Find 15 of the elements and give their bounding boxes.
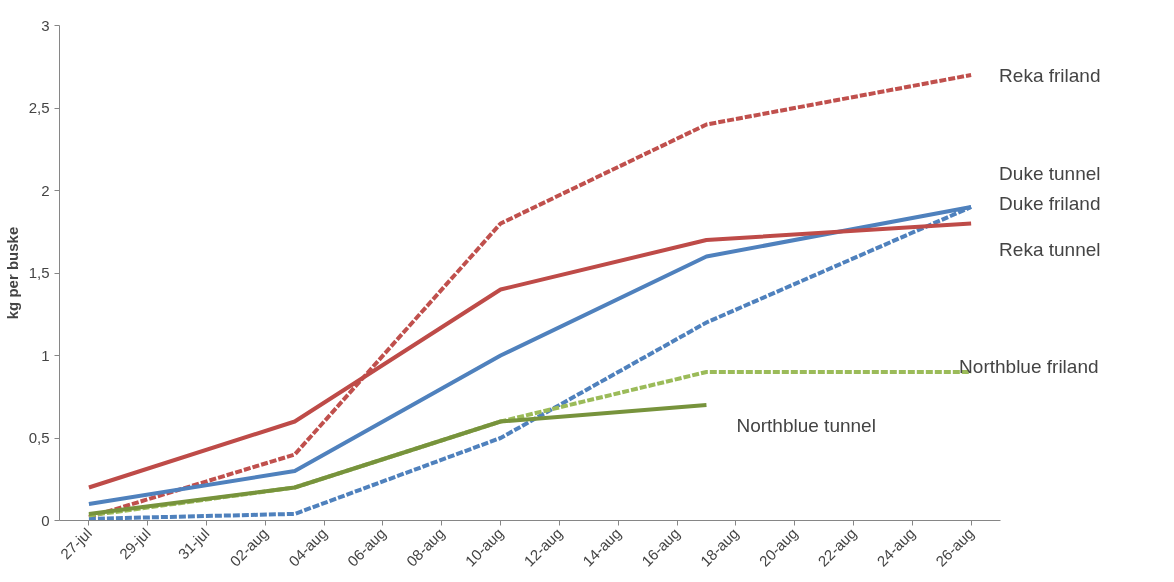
y-tick-label: 2,5: [28, 99, 50, 116]
series-label: Reka tunnel: [999, 239, 1101, 260]
line-series: [86, 403, 709, 516]
series-label: Duke tunnel: [999, 162, 1101, 184]
series-label: Northblue tunnel: [736, 414, 876, 436]
series-label: Reka friland: [999, 64, 1101, 86]
series-label: Northblue friland: [959, 355, 1099, 377]
y-tick-label: 0: [41, 511, 50, 529]
y-axis-title: kg per buske: [3, 226, 21, 320]
series-label: Duke friland: [999, 192, 1101, 214]
y-tick-label: 3: [41, 16, 50, 34]
y-tick-label: 0,5: [28, 429, 50, 446]
y-tick-label: 2: [41, 181, 50, 199]
y-tick-label: 1: [41, 346, 50, 364]
y-tick-label: 1,5: [28, 264, 50, 281]
